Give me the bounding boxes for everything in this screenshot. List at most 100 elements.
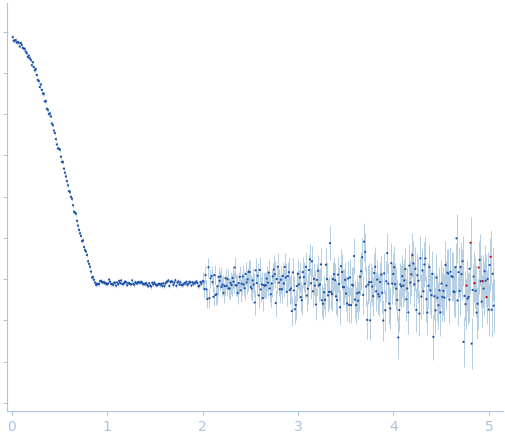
Point <box>310 282 318 289</box>
Point <box>429 333 437 340</box>
Point <box>315 281 323 288</box>
Point <box>420 261 428 268</box>
Point <box>114 281 122 288</box>
Point <box>318 300 326 307</box>
Point <box>165 282 173 289</box>
Point <box>128 277 136 284</box>
Point <box>425 264 433 271</box>
Point <box>361 248 369 255</box>
Point <box>241 271 249 277</box>
Point <box>180 280 188 287</box>
Point <box>341 290 349 297</box>
Point <box>474 264 482 271</box>
Point <box>187 282 195 289</box>
Point <box>253 272 261 279</box>
Point <box>378 317 386 324</box>
Point <box>329 271 337 277</box>
Point <box>308 288 316 295</box>
Point <box>121 278 129 285</box>
Point <box>383 280 391 287</box>
Point <box>379 270 387 277</box>
Point <box>482 294 490 301</box>
Point <box>185 278 193 285</box>
Point <box>433 302 441 309</box>
Point <box>271 300 279 307</box>
Point <box>179 281 187 288</box>
Point <box>282 288 290 295</box>
Point <box>162 279 170 286</box>
Point <box>322 275 330 282</box>
Point <box>337 268 345 275</box>
Point <box>428 271 436 277</box>
Point <box>357 268 365 275</box>
Point <box>17 39 25 46</box>
Point <box>352 290 361 297</box>
Point <box>355 289 363 296</box>
Point <box>159 280 167 287</box>
Point <box>277 286 285 293</box>
Point <box>269 266 277 273</box>
Point <box>289 287 297 294</box>
Point <box>52 135 60 142</box>
Point <box>151 281 159 288</box>
Point <box>62 173 70 180</box>
Point <box>147 283 155 290</box>
Point <box>421 255 429 262</box>
Point <box>333 271 341 278</box>
Point <box>233 289 241 296</box>
Point <box>398 282 407 289</box>
Point <box>198 278 206 285</box>
Point <box>214 273 222 280</box>
Point <box>194 283 202 290</box>
Point <box>480 268 488 275</box>
Point <box>334 281 342 288</box>
Point <box>401 296 410 303</box>
Point <box>99 279 107 286</box>
Point <box>228 274 236 281</box>
Point <box>120 279 128 286</box>
Point <box>367 279 375 286</box>
Point <box>393 334 401 341</box>
Point <box>203 295 211 302</box>
Point <box>291 302 299 309</box>
Point <box>87 268 95 275</box>
Point <box>350 296 359 303</box>
Point <box>444 296 452 303</box>
Point <box>299 274 308 281</box>
Point <box>96 277 104 284</box>
Point <box>34 76 42 83</box>
Point <box>467 340 475 347</box>
Point <box>423 309 431 316</box>
Point <box>239 281 247 288</box>
Point <box>432 274 440 281</box>
Point <box>400 266 409 273</box>
Point <box>263 279 271 286</box>
Point <box>137 278 145 285</box>
Point <box>175 281 183 288</box>
Point <box>191 279 199 286</box>
Point <box>468 287 476 294</box>
Point <box>290 306 298 313</box>
Point <box>113 279 121 286</box>
Point <box>471 287 479 294</box>
Point <box>370 264 378 271</box>
Point <box>48 122 57 129</box>
Point <box>190 279 198 286</box>
Point <box>118 281 126 288</box>
Point <box>473 300 481 307</box>
Point <box>103 281 111 288</box>
Point <box>85 260 93 267</box>
Point <box>264 269 272 276</box>
Point <box>29 59 37 66</box>
Point <box>441 282 449 289</box>
Point <box>182 278 190 285</box>
Point <box>222 282 230 289</box>
Point <box>72 210 80 217</box>
Point <box>60 165 68 172</box>
Point <box>368 283 376 290</box>
Point <box>130 281 138 288</box>
Point <box>481 277 489 284</box>
Point <box>93 280 101 287</box>
Point <box>232 282 240 289</box>
Point <box>365 279 373 286</box>
